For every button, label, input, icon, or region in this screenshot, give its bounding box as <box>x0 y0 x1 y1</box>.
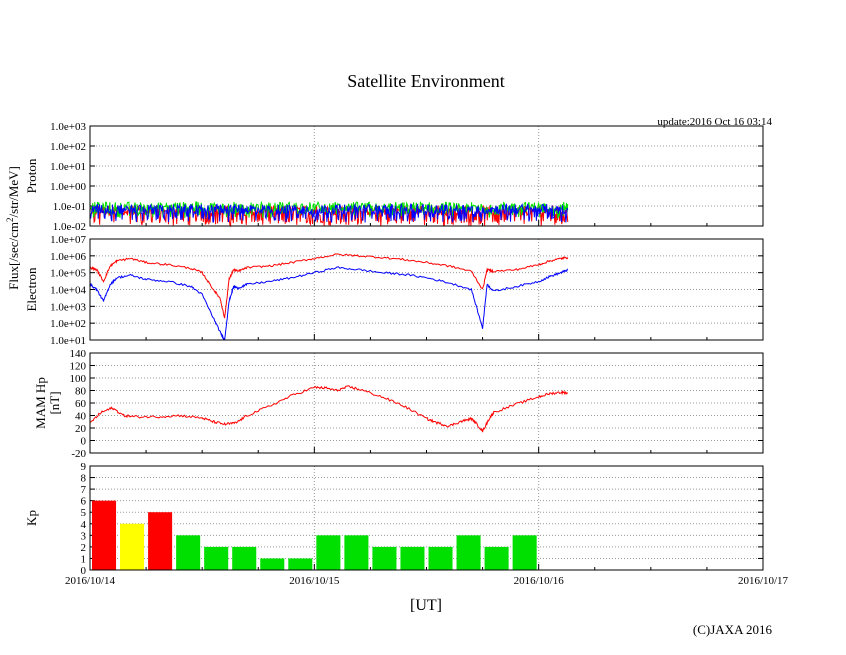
kp-bar <box>484 546 509 570</box>
kp-bar <box>288 558 313 570</box>
y-tick-label: 7 <box>81 484 87 496</box>
panel-proton: 1.0e-02 1.0e-01 1.0e+00 1.0e+01 1.0e+02 1.0e+… <box>24 121 764 233</box>
y-axis-label: Electron <box>24 267 39 312</box>
kp-bar <box>260 558 285 570</box>
kp-bar <box>148 512 173 570</box>
y-tick-label: 0 <box>81 436 87 448</box>
y-tick-label: 20 <box>75 423 87 435</box>
y-tick-label: 0 <box>81 565 87 577</box>
y-tick-label: 140 <box>70 348 87 360</box>
y-tick-label: 120 <box>70 361 87 373</box>
y-tick-label: 1.0e+01 <box>50 335 86 347</box>
kp-bar <box>176 535 201 570</box>
x-tick-label: 2016/10/15 <box>289 575 340 587</box>
kp-bar <box>232 546 257 570</box>
y-tick-label: 1 <box>81 553 87 565</box>
flux-axis-label: Flux[/sec/cm2/str/MeV] <box>5 166 21 290</box>
panel-frame <box>89 352 764 454</box>
y-tick-label: 4 <box>81 519 87 531</box>
x-tick-label: 2016/10/17 <box>738 575 789 587</box>
panel-frame <box>89 238 764 341</box>
y-tick-label: 1.0e-01 <box>53 201 86 213</box>
kp-bar <box>120 523 145 570</box>
y-tick-label: 100 <box>70 373 87 385</box>
y-axis-label: Kp <box>24 510 39 526</box>
kp-bar <box>204 546 229 570</box>
y-tick-label: 3 <box>81 530 87 542</box>
y-tick-label: 1.0e-02 <box>53 221 86 233</box>
kp-bar <box>512 535 537 570</box>
y-axis-label: MAM Hp <box>33 377 48 429</box>
kp-bar <box>428 546 453 570</box>
series-line-electron-low <box>89 266 569 341</box>
y-tick-label: 1.0e+03 <box>50 301 86 313</box>
y-axis-label: Proton <box>24 158 39 193</box>
y-tick-label: 5 <box>81 507 87 519</box>
y-tick-label: 60 <box>75 398 87 410</box>
panel-frame <box>89 465 764 571</box>
y-tick-label: 1.0e+02 <box>50 318 86 330</box>
y-tick-label: 8 <box>81 473 87 485</box>
y-tick-label: 1.0e+06 <box>50 251 86 263</box>
series-line-proton-3 <box>89 202 569 223</box>
kp-bar <box>372 546 397 570</box>
y-tick-label: 9 <box>81 461 87 473</box>
y-tick-label: 1.0e+00 <box>50 181 86 193</box>
y-tick-label: 1.0e+01 <box>50 161 86 173</box>
update-timestamp: update:2016 Oct 16 03:14 <box>657 116 772 128</box>
x-axis-label: [UT] <box>410 597 442 614</box>
copyright: (C)JAXA 2016 <box>693 622 773 637</box>
y-axis-label-units: [nT] <box>47 391 62 414</box>
y-tick-label: 1.0e+04 <box>50 285 86 297</box>
chart-title: Satellite Environment <box>347 71 504 91</box>
y-tick-label: 80 <box>75 386 87 398</box>
y-tick-label: -20 <box>71 448 86 460</box>
kp-bar <box>400 546 425 570</box>
y-tick-label: 6 <box>81 496 87 508</box>
y-tick-label: 40 <box>75 411 87 423</box>
x-tick-label: 2016/10/16 <box>514 575 565 587</box>
series-line-electron-high <box>90 253 569 319</box>
kp-bar <box>344 535 369 570</box>
kp-bar <box>456 535 481 570</box>
x-tick-label: 2016/10/14 <box>65 575 116 587</box>
panel-frame <box>89 125 764 227</box>
y-tick-label: 1.0e+03 <box>50 121 86 133</box>
y-tick-label: 2 <box>81 542 87 554</box>
kp-bar <box>92 500 117 570</box>
y-tick-label: 1.0e+07 <box>50 234 86 246</box>
kp-bar <box>316 535 341 570</box>
y-tick-label: 1.0e+05 <box>50 268 86 280</box>
series-line-hp <box>89 385 568 433</box>
y-tick-label: 1.0e+02 <box>50 141 86 153</box>
panel-electron: 1.0e+01 1.0e+02 1.0e+03 1.0e+04 1.0e+05 1.0e+… <box>24 234 764 347</box>
